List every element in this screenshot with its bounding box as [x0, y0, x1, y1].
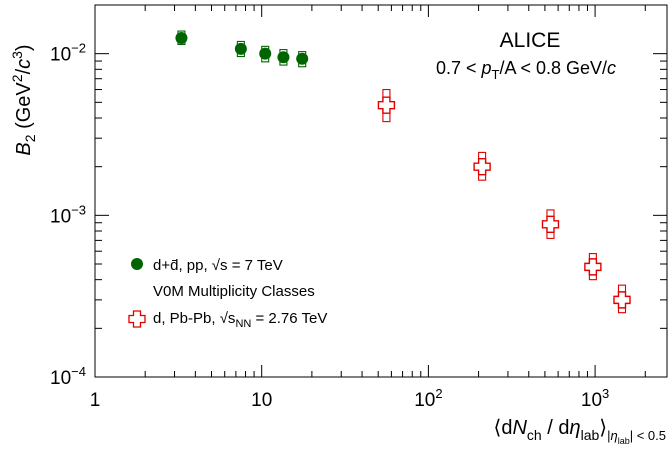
axis-ticks: [94, 4, 667, 378]
x-tick-label: 103: [581, 386, 609, 411]
data-markers: [175, 31, 631, 309]
data-point-pbpb: [584, 258, 602, 276]
legend-marker-pbpb: [128, 310, 146, 328]
x-axis-label: ⟨dNch / dηlab⟩|ηlab| < 0.5: [494, 417, 666, 446]
legend: d+d̄, pp, √s = 7 TeV V0M Multiplicity Cl…: [128, 257, 327, 330]
data-point-pbpb: [541, 215, 560, 234]
data-point-pbpb: [473, 157, 491, 176]
legend-label-pbpb: d, Pb-Pb, √sNN = 2.76 TeV: [153, 310, 327, 330]
x-tick-label: 102: [414, 386, 442, 411]
data-point-pp: [175, 31, 188, 44]
y-tick-label: 10−3: [50, 202, 86, 227]
axis-tick-labels: 1 10 102 103 10−4 10−3 10−2: [50, 41, 609, 411]
data-point-pp: [277, 51, 290, 64]
data-point-pp: [259, 47, 272, 60]
y-tick-label: 10−2: [50, 41, 86, 66]
legend-label-pp: d+d̄, pp, √s = 7 TeV: [153, 257, 283, 274]
data-point-pbpb: [377, 96, 396, 114]
legend-marker-pp: [131, 258, 143, 270]
data-point-pbpb: [613, 291, 631, 309]
annotation-title: ALICE: [500, 29, 561, 52]
plot-frame: [94, 4, 668, 378]
annotation-range: 0.7 < pT/A < 0.8 GeV/c: [436, 58, 616, 82]
data-point-pp: [234, 42, 247, 55]
x-tick-label: 1: [90, 390, 101, 411]
legend-label-v0m: V0M Multiplicity Classes: [153, 283, 315, 300]
data-point-pp: [296, 52, 309, 65]
y-tick-label: 10−4: [50, 364, 86, 389]
x-tick-label: 10: [251, 390, 272, 411]
y-axis-label: B2 (GeV2/c3): [9, 44, 38, 155]
